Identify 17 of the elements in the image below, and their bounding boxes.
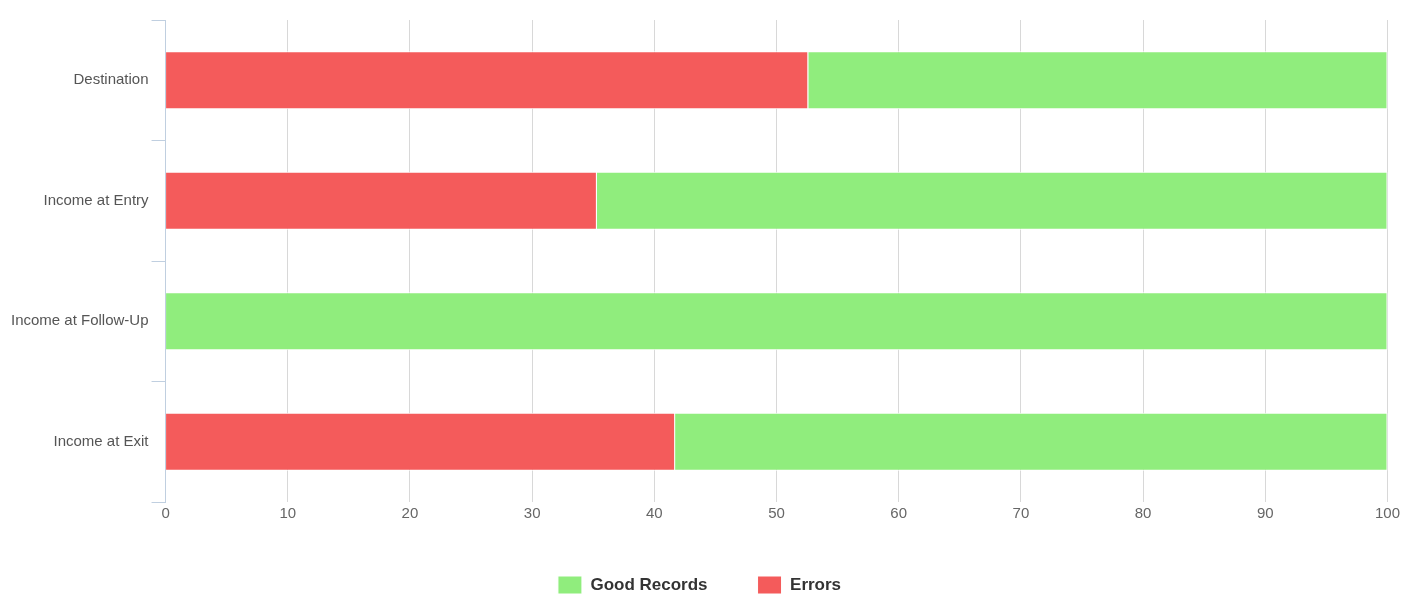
y-tick-label: Destination xyxy=(73,70,149,88)
x-tick-label: 50 xyxy=(768,504,785,522)
x-tick-label: 20 xyxy=(401,504,419,522)
x-tick-label: 80 xyxy=(1134,504,1152,522)
x-tick-label: 90 xyxy=(1256,504,1274,522)
y-tick-label: Income at Follow-Up xyxy=(10,311,149,329)
legend-label: Good Records xyxy=(590,574,708,594)
y-tick-label: Income at Exit xyxy=(53,431,150,449)
x-tick-label: 40 xyxy=(645,504,663,522)
x-tick-label: 70 xyxy=(1012,504,1030,522)
x-tick-label: 10 xyxy=(279,504,297,522)
x-tick-label: 0 xyxy=(161,504,170,522)
x-tick-label: 100 xyxy=(1374,504,1400,522)
y-tick-label: Income at Entry xyxy=(43,190,150,208)
legend-label: Errors xyxy=(790,574,842,594)
x-tick-label: 30 xyxy=(523,504,541,522)
x-tick-label: 60 xyxy=(890,504,908,522)
